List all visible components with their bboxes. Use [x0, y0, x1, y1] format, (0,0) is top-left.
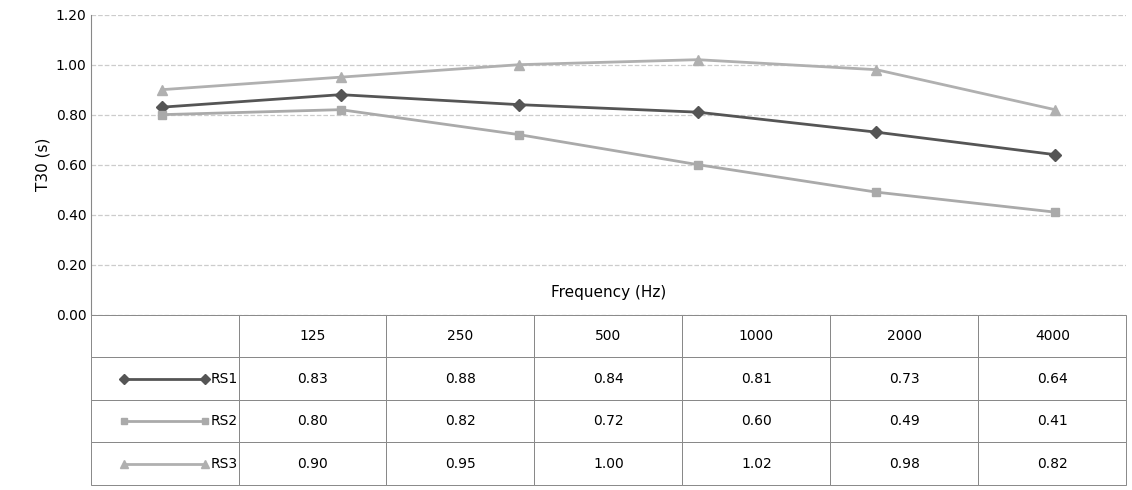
Text: RS1: RS1 [211, 371, 238, 386]
Text: RS3: RS3 [211, 457, 238, 471]
Text: Frequency (Hz): Frequency (Hz) [551, 285, 666, 299]
Text: RS2: RS2 [211, 414, 238, 428]
Y-axis label: T30 (s): T30 (s) [35, 138, 50, 191]
